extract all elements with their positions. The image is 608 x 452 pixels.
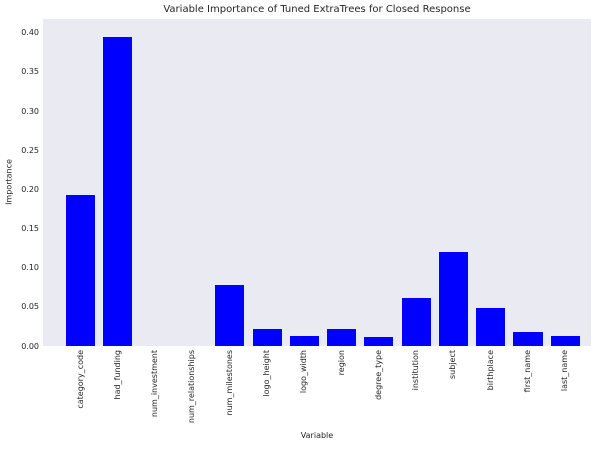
x-tick-cell-category_code: category_code bbox=[62, 350, 99, 432]
bar-slot-logo_height bbox=[248, 19, 285, 346]
bar-slot-num_milestones bbox=[211, 19, 248, 346]
bar-first_name bbox=[513, 331, 543, 346]
bar-slot-category_code bbox=[62, 19, 99, 346]
x-axis-label: Variable bbox=[300, 431, 334, 440]
bar-slot-num_investment bbox=[137, 19, 174, 346]
y-tick-label-0.00: 0.00 bbox=[21, 341, 39, 351]
x-tick-cell-logo_height: logo_height bbox=[248, 350, 285, 432]
x-tick-label-last_name: last_name bbox=[560, 350, 570, 392]
bar-slot-region bbox=[323, 19, 360, 346]
bar-logo_width bbox=[289, 335, 319, 346]
x-tick-label-region: region bbox=[336, 350, 346, 376]
y-axis-label: Importance bbox=[4, 159, 14, 205]
y-tick-label-0.05: 0.05 bbox=[21, 302, 39, 312]
x-tick-cell-region: region bbox=[323, 350, 360, 432]
x-tick-cell-logo_width: logo_width bbox=[286, 350, 323, 432]
x-tick-label-first_name: first_name bbox=[523, 350, 533, 393]
bar-slot-birthplace bbox=[472, 19, 509, 346]
x-tick-cell-num_relationships: num_relationships bbox=[174, 350, 211, 432]
bar-slot-first_name bbox=[509, 19, 546, 346]
y-tick-label-0.40: 0.40 bbox=[21, 28, 39, 38]
y-tick-label-0.20: 0.20 bbox=[21, 184, 39, 194]
x-tick-cell-institution: institution bbox=[398, 350, 435, 432]
x-tick-label-degree_type: degree_type bbox=[373, 350, 383, 400]
bar-slot-had_funding bbox=[99, 19, 136, 346]
x-tick-label-birthplace: birthplace bbox=[485, 350, 495, 391]
y-tick-label-0.25: 0.25 bbox=[21, 145, 39, 155]
bar-had_funding bbox=[103, 36, 133, 346]
bar-slot-degree_type bbox=[360, 19, 397, 346]
x-tick-label-logo_height: logo_height bbox=[262, 350, 272, 397]
x-tick-cell-num_investment: num_investment bbox=[137, 350, 174, 432]
bar-slot-institution bbox=[398, 19, 435, 346]
x-tick-cell-had_funding: had_funding bbox=[99, 350, 136, 432]
y-tick-label-0.10: 0.10 bbox=[21, 263, 39, 273]
x-tick-cell-birthplace: birthplace bbox=[472, 350, 509, 432]
bar-slot-logo_width bbox=[286, 19, 323, 346]
x-tick-cell-degree_type: degree_type bbox=[360, 350, 397, 432]
bar-last_name bbox=[550, 335, 580, 346]
bars-container bbox=[43, 19, 591, 346]
bar-region bbox=[327, 328, 357, 346]
bar-birthplace bbox=[476, 307, 506, 346]
x-tick-label-logo_width: logo_width bbox=[299, 350, 309, 394]
x-tick-cell-last_name: last_name bbox=[547, 350, 584, 432]
x-tick-label-num_milestones: num_milestones bbox=[224, 350, 234, 416]
bar-logo_height bbox=[252, 328, 282, 346]
plot-area bbox=[43, 19, 591, 346]
bar-slot-num_relationships bbox=[174, 19, 211, 346]
bar-slot-subject bbox=[435, 19, 472, 346]
x-tick-cell-first_name: first_name bbox=[509, 350, 546, 432]
bar-degree_type bbox=[364, 336, 394, 346]
bar-num_milestones bbox=[215, 284, 245, 346]
bar-category_code bbox=[66, 194, 96, 346]
x-tick-label-had_funding: had_funding bbox=[112, 350, 122, 400]
x-tick-label-subject: subject bbox=[448, 350, 458, 379]
bar-subject bbox=[438, 252, 468, 346]
x-tick-cell-num_milestones: num_milestones bbox=[211, 350, 248, 432]
x-tick-label-institution: institution bbox=[411, 350, 421, 391]
bar-slot-last_name bbox=[547, 19, 584, 346]
x-tick-cell-subject: subject bbox=[435, 350, 472, 432]
y-tick-label-0.30: 0.30 bbox=[21, 106, 39, 116]
bar-institution bbox=[401, 298, 431, 346]
y-tick-label-0.15: 0.15 bbox=[21, 224, 39, 233]
x-tick-label-num_investment: num_investment bbox=[150, 350, 160, 418]
x-axis-ticks: category_code had_funding num_investment nu… bbox=[43, 350, 591, 432]
x-tick-label-category_code: category_code bbox=[75, 350, 85, 409]
x-tick-label-num_relationships: num_relationships bbox=[187, 350, 197, 424]
y-tick-label-0.35: 0.35 bbox=[21, 67, 39, 77]
chart-title: Variable Importance of Tuned ExtraTrees … bbox=[163, 4, 471, 15]
